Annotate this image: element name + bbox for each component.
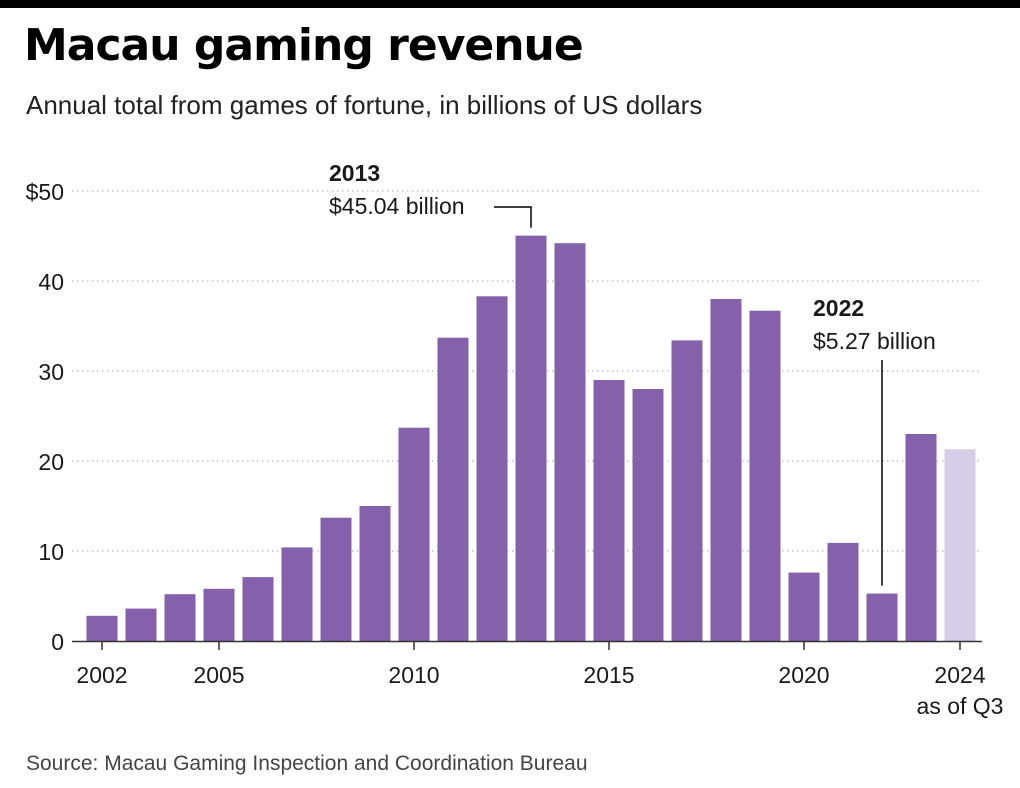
bar-2021 — [827, 542, 859, 641]
x-tick-label: 2010 — [388, 662, 439, 688]
chart-title: Macau gaming revenue — [24, 20, 584, 71]
annotation-year: 2022 — [813, 295, 864, 321]
bar-2011 — [437, 337, 469, 641]
top-rule — [0, 0, 1020, 8]
y-tick-label: $50 — [26, 179, 64, 205]
bar-2005 — [203, 588, 235, 641]
bar-2014 — [554, 243, 586, 641]
bar-2004 — [164, 594, 196, 641]
bar-2022 — [866, 593, 898, 641]
bar-2010 — [398, 427, 430, 641]
bar-2015 — [593, 380, 625, 641]
bar-2009 — [359, 506, 391, 641]
x-tick-label: 2005 — [193, 662, 244, 688]
y-tick-label: 40 — [38, 269, 64, 295]
annotation-leader — [494, 206, 532, 228]
bar-2019 — [749, 310, 781, 641]
source-note: Source: Macau Gaming Inspection and Coor… — [26, 752, 588, 775]
y-tick-label: 20 — [38, 449, 64, 475]
axes — [72, 640, 982, 650]
y-tick-label: 30 — [38, 359, 64, 385]
bars — [86, 235, 976, 641]
annotation-value: $5.27 billion — [813, 328, 936, 354]
bar-2007 — [281, 547, 313, 641]
y-tick-label: 0 — [51, 629, 64, 655]
bar-2012 — [476, 296, 508, 641]
annotation-value: $45.04 billion — [329, 193, 465, 219]
x-tick-label: 2002 — [76, 662, 127, 688]
bar-2006 — [242, 577, 274, 641]
bar-2002 — [86, 615, 118, 641]
annotation-year: 2013 — [329, 160, 380, 186]
labels: 0 10 20 30 40 $50 2002 2005 2010 2015 2020 2024 as o… — [26, 160, 1004, 719]
bar-2024 — [944, 449, 976, 641]
bar-2023 — [905, 434, 937, 641]
x-tick-sublabel: as of Q3 — [917, 693, 1004, 719]
y-tick-label: 10 — [38, 539, 64, 565]
x-tick-label: 2020 — [778, 662, 829, 688]
bar-2003 — [125, 608, 157, 641]
bar-2018 — [710, 299, 742, 641]
bar-2013 — [515, 235, 547, 641]
chart-subtitle: Annual total from games of fortune, in b… — [26, 90, 703, 120]
bar-2020 — [788, 572, 820, 641]
bar-2017 — [671, 340, 703, 641]
bar-2016 — [632, 389, 664, 641]
bar-2008 — [320, 517, 352, 641]
x-tick-label: 2024 — [934, 662, 985, 688]
x-tick-label: 2015 — [583, 662, 634, 688]
